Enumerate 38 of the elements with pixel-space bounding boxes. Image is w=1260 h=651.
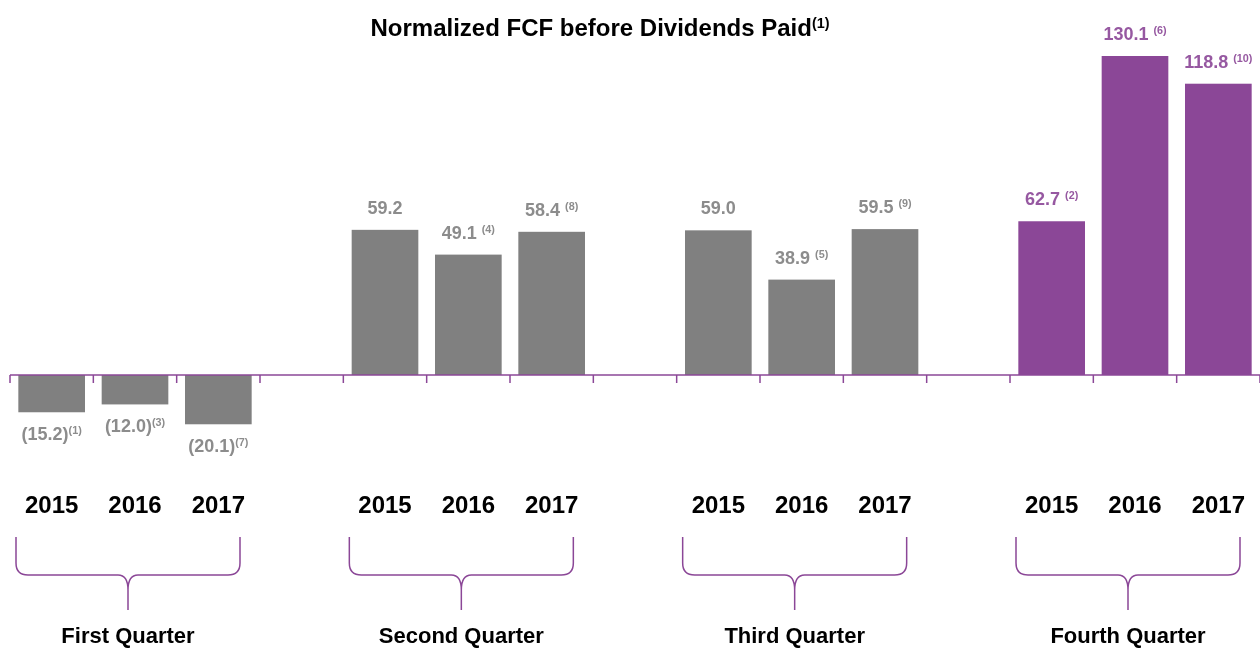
data-label: 130.1 $^{(6)}$: [1103, 24, 1168, 44]
data-label: 62.7 $^{(2)}$: [1025, 189, 1079, 210]
x-tick-label: 2015: [358, 491, 412, 518]
data-label: 118.8 $^{(10)}$: [1184, 51, 1253, 72]
bar: [18, 375, 85, 413]
x-tick-label: 2015: [1024, 491, 1079, 518]
x-tick-label: 2017: [1191, 491, 1246, 518]
x-tick-label: 2017: [858, 491, 912, 518]
data-label: 58.4 $^{(8)}$: [525, 199, 579, 220]
x-tick-label: 2015: [691, 491, 746, 518]
bar: [351, 229, 419, 375]
text: Second Quarter: [378, 623, 545, 648]
bar: [185, 375, 252, 425]
bar: [685, 230, 752, 375]
x-tick-label: 2016: [774, 491, 829, 518]
x-tick-label: 2015: [24, 491, 79, 518]
data-label: 38.9 $^{(5)}$: [775, 247, 829, 268]
bar: [851, 229, 919, 375]
chart-title: Normalized FCF before Dividends Paid$^{(1)}$: [370, 14, 830, 41]
text: Third Quarter: [724, 623, 866, 648]
bar: [101, 375, 169, 405]
x-tick-label: 2016: [1108, 491, 1162, 518]
text: First Quarter: [61, 623, 196, 648]
bar: [435, 254, 502, 375]
data-label: (20.1)$^{(7)}$: [188, 436, 249, 457]
text: Fourth Quarter: [1050, 623, 1207, 648]
x-tick-label: 2017: [524, 491, 579, 518]
x-tick-label: 2017: [191, 491, 246, 518]
data-label: 59.0: [700, 198, 736, 219]
x-tick-label: 2016: [441, 491, 496, 518]
data-label: 49.1 $^{(4)}$: [441, 222, 496, 243]
data-label: (12.0)$^{(3)}$: [104, 416, 166, 437]
data-label: 59.2: [367, 197, 403, 218]
data-label: (15.2)$^{(1)}$: [21, 424, 83, 445]
bar: [768, 279, 835, 375]
bar: [518, 231, 585, 375]
x-tick-label: 2016: [108, 491, 162, 518]
data-label: 59.5 $^{(9)}$: [858, 197, 913, 218]
